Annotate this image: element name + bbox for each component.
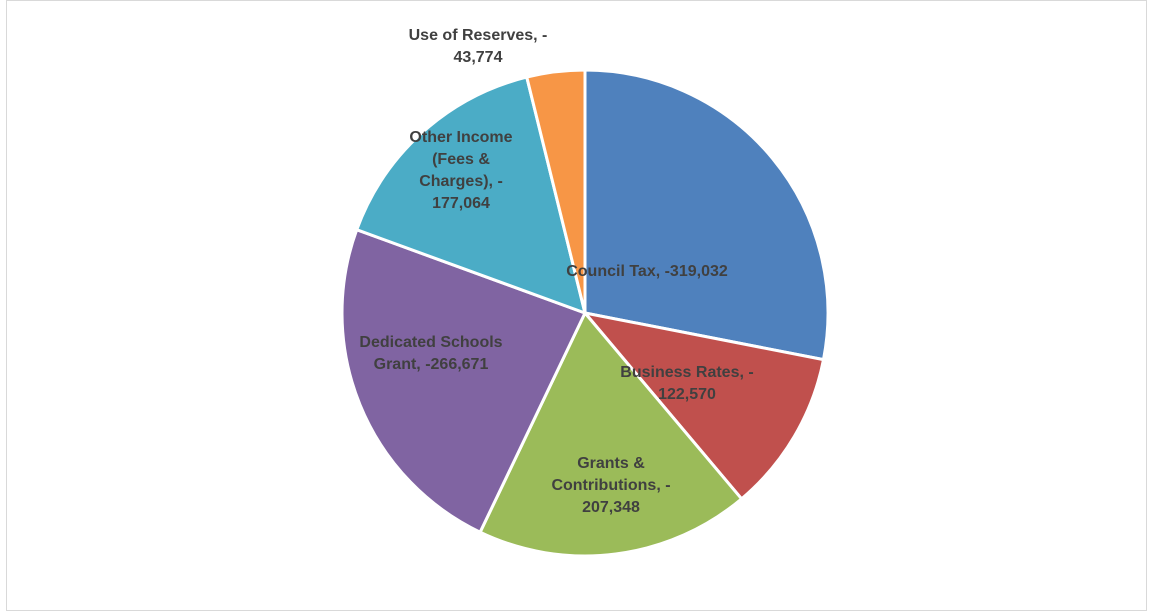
data-label-line: Use of Reserves, -	[409, 27, 548, 44]
data-label-line: Grants &	[577, 455, 645, 472]
pie-slice-grants-contributions	[478, 311, 744, 558]
pie-slice-business-rates	[583, 311, 825, 501]
data-label-line: 177,064	[432, 195, 490, 212]
data-label-line: (Fees &	[432, 151, 490, 168]
pie-slice-dedicated-schools-grant	[340, 228, 587, 534]
pie-slice-use-of-reserves	[525, 68, 587, 315]
data-label-grants-contributions: Grants & Contributions, - 207,348	[551, 455, 670, 516]
data-label-line: Other Income	[409, 129, 512, 146]
data-label-line: Dedicated Schools	[359, 334, 502, 351]
pie-slice-other-income-fees-charges	[355, 75, 587, 315]
pie-chart: Council Tax, -319,032 Business Rates, - 12…	[340, 27, 830, 558]
pie-slices	[340, 68, 830, 558]
pie-labels: Council Tax, -319,032 Business Rates, - 12…	[359, 27, 753, 516]
data-label-line: Business Rates, -	[620, 364, 753, 381]
chart-area: Council Tax, -319,032 Business Rates, - 12…	[6, 0, 1147, 611]
data-label-line: Contributions, -	[551, 477, 670, 494]
data-label-line: 207,348	[582, 499, 640, 516]
data-label-use-of-reserves: Use of Reserves, - 43,774	[409, 27, 548, 66]
data-label-line: 122,570	[658, 386, 716, 403]
data-label-line: Grant, -266,671	[374, 356, 489, 373]
data-label-dedicated-schools-grant: Dedicated Schools Grant, -266,671	[359, 334, 502, 373]
pie-slice-council-tax	[583, 68, 830, 362]
data-label-line: 43,774	[454, 49, 503, 66]
data-label-line: Council Tax, -319,032	[566, 263, 728, 280]
data-label-line: Charges), -	[419, 173, 503, 190]
data-label-business-rates: Business Rates, - 122,570	[620, 364, 753, 403]
data-label-council-tax: Council Tax, -319,032	[566, 263, 728, 280]
data-label-other-income-fees-charges: Other Income (Fees & Charges), - 177,064	[409, 129, 512, 212]
